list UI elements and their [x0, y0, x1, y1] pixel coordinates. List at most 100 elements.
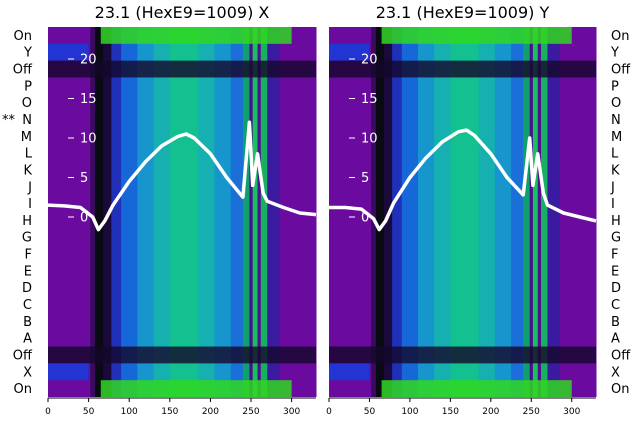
x-tick-label: 0: [45, 407, 51, 417]
overlay-tick-label: 10: [80, 132, 97, 147]
heatmap-band: [137, 27, 155, 397]
row-label: P: [24, 79, 32, 94]
heatmap-row-y: [329, 43, 370, 61]
heatmap-band: [392, 27, 403, 397]
heatmap-band: [90, 27, 96, 397]
row-label: H: [611, 214, 621, 229]
row-label: Off: [13, 63, 33, 78]
row-label: Off: [611, 63, 631, 78]
heatmap-band: [169, 27, 199, 397]
row-label: D: [611, 281, 621, 296]
heatmap-band: [242, 27, 250, 397]
x-tick-label: 50: [83, 407, 95, 417]
chart-title: 23.1 (HexE9=1009) Y: [376, 3, 550, 22]
overlay-tick-label: 20: [80, 53, 97, 68]
row-label: X: [611, 365, 620, 380]
heatmap-band: [121, 27, 138, 397]
heatmap-band: [249, 27, 254, 397]
row-label: H: [22, 214, 32, 229]
row-label-prefix: **: [2, 113, 16, 128]
heatmap-band: [511, 27, 524, 397]
row-label: B: [611, 315, 620, 330]
x-tick-label: 100: [401, 407, 418, 417]
heatmap-band: [418, 27, 435, 397]
heatmap-band: [434, 27, 451, 397]
overlay-curve: [329, 128, 597, 232]
x-tick-label: 50: [364, 407, 376, 417]
row-label: A: [23, 332, 32, 347]
row-label: F: [611, 248, 618, 263]
row-label: A: [611, 332, 620, 347]
x-tick-label: 150: [161, 407, 178, 417]
overlay-tick-label: 0: [80, 211, 88, 226]
x-tick-label: 250: [242, 407, 259, 417]
chart-title: 23.1 (HexE9=1009) X: [95, 3, 270, 22]
row-label: B: [23, 315, 32, 330]
row-label: O: [22, 96, 32, 111]
heatmap-band: [529, 27, 534, 397]
heatmap-row-off: [48, 60, 316, 78]
overlay-tick-label: 25: [361, 13, 378, 28]
heatmap-band: [198, 27, 215, 397]
heatmap-row-x: [329, 363, 370, 381]
heatmap-band: [401, 27, 419, 397]
heatmap-band: [214, 27, 232, 397]
row-label: M: [21, 130, 32, 145]
heatmap-row-off: [48, 346, 316, 364]
heatmap-band: [252, 27, 259, 397]
row-label: I: [611, 197, 615, 212]
heatmap-band: [267, 27, 280, 397]
heatmap-band: [230, 27, 244, 397]
heatmap-band: [450, 27, 480, 397]
x-tick-label: 300: [563, 407, 580, 417]
row-label: I: [28, 197, 32, 212]
heatmap-band: [257, 27, 262, 397]
row-label: O: [611, 96, 621, 111]
heatmap-band: [478, 27, 496, 397]
overlay-tick-label: 20: [361, 53, 378, 68]
row-label: L: [611, 147, 619, 162]
row-label: Y: [610, 46, 619, 61]
heatmap-row-x: [48, 363, 89, 381]
heatmap-band: [523, 27, 531, 397]
row-label: C: [611, 298, 620, 313]
overlay-tick-label: 5: [80, 171, 88, 186]
row-label: On: [14, 29, 32, 44]
row-label: On: [611, 382, 629, 397]
heatmap-band: [153, 27, 171, 397]
heatmap-band: [532, 27, 539, 397]
x-tick-label: 100: [121, 407, 138, 417]
row-label: F: [25, 248, 32, 263]
heatmap-row-on: [100, 27, 292, 44]
row-label: Off: [13, 348, 33, 363]
row-label: P: [611, 79, 619, 94]
x-tick-label: 200: [202, 407, 219, 417]
x-tick-label: 300: [283, 407, 300, 417]
overlay-tick-label: 10: [361, 132, 378, 147]
row-label: M: [611, 130, 622, 145]
heatmap-band: [371, 27, 377, 397]
row-label: L: [25, 147, 33, 162]
heatmap-row-y: [48, 43, 89, 61]
row-label: D: [22, 281, 32, 296]
heatmap-row-on: [381, 380, 572, 397]
row-label: On: [14, 382, 32, 397]
overlay-tick-label: 5: [361, 171, 369, 186]
overlay-tick-label: 0: [361, 211, 369, 226]
heatmap-band: [375, 27, 385, 397]
row-label: N: [22, 113, 32, 128]
x-tick-label: 250: [523, 407, 540, 417]
heatmap-row-off: [329, 346, 596, 364]
heatmap-band: [494, 27, 512, 397]
row-label: Y: [23, 46, 32, 61]
x-tick-label: 150: [442, 407, 459, 417]
x-tick-label: 200: [482, 407, 499, 417]
heatmap-row-on: [381, 27, 572, 44]
heatmap-cells: [48, 27, 317, 397]
heatmap-band: [111, 27, 122, 397]
row-label: N: [611, 113, 621, 128]
heatmap-band: [537, 27, 542, 397]
